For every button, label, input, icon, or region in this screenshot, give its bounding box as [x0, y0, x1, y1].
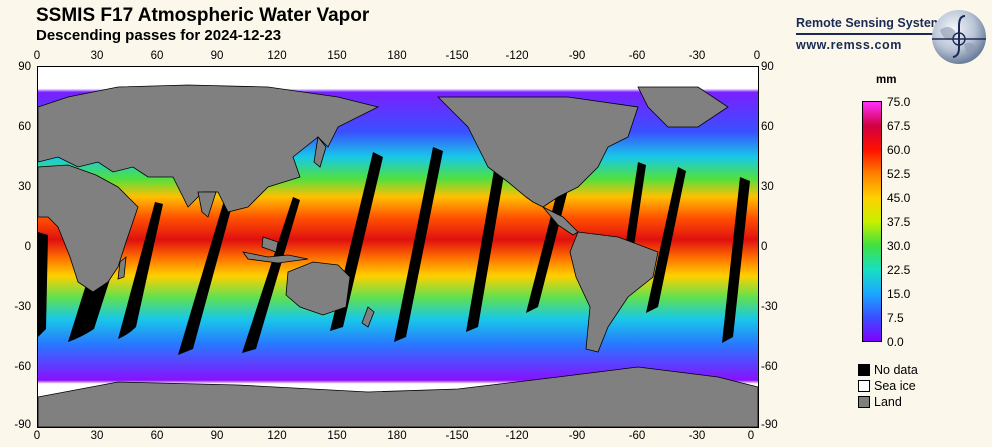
lon-tick-bottom: 120 [267, 430, 287, 442]
map-title: SSMIS F17 Atmospheric Water Vapor [36, 5, 370, 26]
lat-tick-left: 30 [18, 181, 31, 193]
lon-tick-bottom: 180 [387, 430, 407, 442]
lon-tick-top: 180 [387, 50, 407, 62]
lon-tick-top: -60 [628, 50, 646, 62]
lon-tick-bottom: -150 [445, 430, 469, 442]
lat-tick-left: -60 [14, 361, 31, 373]
legend-land: Land [858, 395, 902, 409]
colorbar-label: 60.0 [887, 143, 911, 157]
lon-tick-bottom: 90 [210, 430, 224, 442]
map-canvas [38, 67, 758, 427]
lon-tick-bottom: 60 [150, 430, 164, 442]
colorbar-label: 22.5 [887, 263, 911, 277]
legend-label: Land [874, 395, 902, 409]
lon-tick-top: 90 [210, 50, 224, 62]
colorbar-label: 75.0 [887, 95, 911, 109]
lat-tick-right: -60 [761, 361, 778, 373]
lon-tick-top: 0 [753, 50, 761, 62]
lon-tick-top: -30 [688, 50, 706, 62]
brand-name: Remote Sensing Systems [796, 16, 949, 30]
brand-block: Remote Sensing Systems www.remss.com [796, 16, 956, 52]
lat-tick-right: -30 [761, 301, 778, 313]
lon-tick-bottom: -60 [628, 430, 646, 442]
legend-no-data: No data [858, 363, 918, 377]
lat-tick-left: -90 [14, 419, 31, 431]
colorbar-label: 30.0 [887, 239, 911, 253]
lon-tick-bottom: 0 [33, 430, 41, 442]
lon-tick-top: 120 [267, 50, 287, 62]
lat-tick-right: 60 [761, 121, 774, 133]
colorbar-label: 52.5 [887, 167, 911, 181]
lon-tick-top: -120 [505, 50, 529, 62]
colorbar [862, 101, 882, 342]
lat-tick-left: 0 [24, 241, 31, 253]
legend-sea-ice: Sea ice [858, 379, 916, 393]
land-swatch [858, 396, 870, 408]
brand-divider [796, 33, 952, 35]
water-vapor-map [37, 66, 759, 428]
lat-tick-left: 90 [18, 61, 31, 73]
lat-tick-right: 0 [761, 241, 768, 253]
no-data-swaths [38, 147, 750, 355]
sea-ice-swatch [858, 380, 870, 392]
lon-tick-bottom: 0 [747, 430, 755, 442]
lon-tick-bottom: -90 [568, 430, 586, 442]
lon-tick-bottom: -120 [505, 430, 529, 442]
land-masses [38, 84, 758, 427]
map-subtitle: Descending passes for 2024-12-23 [36, 27, 282, 44]
lat-tick-right: -90 [761, 419, 778, 431]
lat-tick-right: 30 [761, 181, 774, 193]
colorbar-unit: mm [876, 74, 897, 86]
lon-tick-top: 0 [33, 50, 41, 62]
lon-tick-bottom: 150 [327, 430, 347, 442]
legend-label: No data [874, 363, 918, 377]
lon-tick-bottom: 30 [90, 430, 104, 442]
colorbar-label: 67.5 [887, 119, 911, 133]
lon-tick-top: 60 [150, 50, 164, 62]
globe-logo-icon [932, 10, 986, 64]
lat-tick-left: -30 [14, 301, 31, 313]
no-data-swatch [858, 364, 870, 376]
legend-label: Sea ice [874, 379, 916, 393]
lon-tick-top: -90 [568, 50, 586, 62]
colorbar-label: 15.0 [887, 287, 911, 301]
lon-tick-top: -150 [445, 50, 469, 62]
colorbar-label: 0.0 [887, 335, 904, 349]
lon-tick-top: 150 [327, 50, 347, 62]
colorbar-label: 37.5 [887, 215, 911, 229]
lon-tick-top: 30 [90, 50, 104, 62]
colorbar-label: 45.0 [887, 191, 911, 205]
lat-tick-right: 90 [761, 61, 774, 73]
lat-tick-left: 60 [18, 121, 31, 133]
colorbar-label: 7.5 [887, 311, 904, 325]
lon-tick-bottom: -30 [688, 430, 706, 442]
brand-url: www.remss.com [796, 38, 902, 52]
